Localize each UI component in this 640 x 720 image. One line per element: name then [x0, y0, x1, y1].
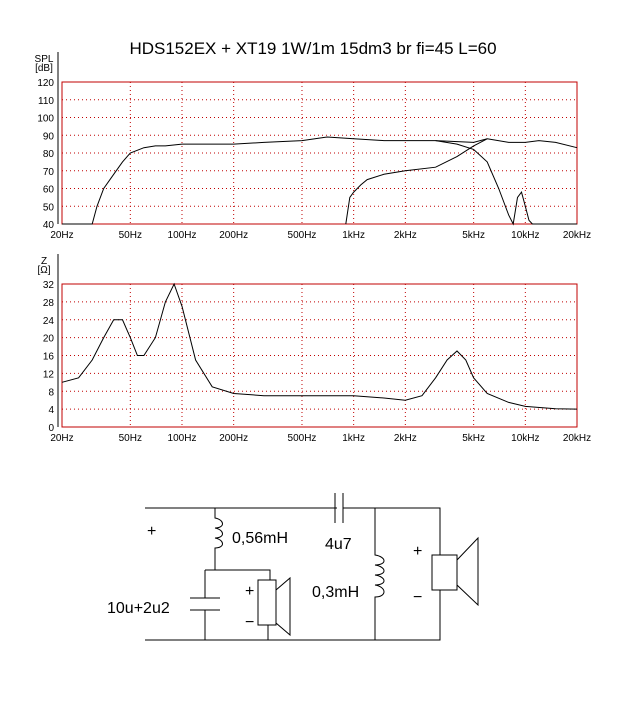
- curve: [435, 140, 577, 226]
- y-tick-label: 50: [43, 202, 55, 213]
- x-tick-label: 100Hz: [168, 433, 197, 444]
- y-tick-label: 40: [43, 220, 55, 231]
- chart-title: HDS152EX + XT19 1W/1m 15dm3 br fi=45 L=6…: [129, 39, 496, 58]
- curve: [61, 282, 578, 410]
- x-tick-label: 200Hz: [219, 433, 248, 444]
- x-tick-label: 20Hz: [50, 230, 73, 241]
- component-label: 0,56mH: [232, 530, 288, 547]
- y-tick-label: 0: [48, 423, 54, 434]
- curve: [345, 138, 488, 225]
- x-tick-label: 50Hz: [119, 230, 142, 241]
- x-tick-label: 20kHz: [563, 230, 591, 241]
- y-tick-label: 8: [48, 387, 54, 398]
- component-label: 0,3mH: [312, 584, 359, 601]
- x-tick-label: 10kHz: [511, 230, 539, 241]
- x-tick-label: 500Hz: [288, 230, 317, 241]
- x-tick-label: 2kHz: [394, 230, 417, 241]
- x-tick-label: 5kHz: [462, 433, 485, 444]
- component-label: +: [413, 543, 422, 560]
- x-tick-label: 20kHz: [563, 433, 591, 444]
- x-tick-label: 100Hz: [168, 230, 197, 241]
- component-label: 10u+2u2: [107, 600, 170, 617]
- x-tick-label: 5kHz: [462, 230, 485, 241]
- y-tick-label: 70: [43, 167, 55, 178]
- circuit: [145, 493, 479, 641]
- x-tick-label: 500Hz: [288, 433, 317, 444]
- component-label: −: [413, 589, 422, 606]
- y-tick-label: 32: [43, 280, 55, 291]
- curve: [62, 136, 578, 225]
- y-tick-label: 110: [38, 96, 54, 107]
- y-tick-label: 90: [43, 131, 55, 142]
- y-tick-label: 12: [43, 369, 55, 380]
- component-label: +: [245, 583, 254, 600]
- y-tick-label: 20: [43, 334, 55, 345]
- component-label: −: [245, 614, 254, 631]
- y-tick-label: 120: [37, 78, 54, 89]
- y-axis-label: SPL: [35, 54, 54, 65]
- x-tick-label: 1kHz: [342, 230, 365, 241]
- component-label: 4u7: [325, 536, 352, 553]
- y-tick-label: 24: [43, 316, 55, 327]
- component-label: +: [147, 523, 156, 540]
- x-tick-label: 10kHz: [511, 433, 539, 444]
- y-axis-label: Z: [41, 256, 47, 267]
- y-tick-label: 16: [43, 352, 55, 363]
- x-tick-label: 1kHz: [342, 433, 365, 444]
- y-tick-label: 80: [43, 149, 55, 160]
- y-tick-label: 28: [43, 298, 55, 309]
- plot-frame: [61, 81, 578, 225]
- y-tick-label: 100: [37, 114, 54, 125]
- x-tick-label: 200Hz: [219, 230, 248, 241]
- y-tick-label: 4: [48, 405, 54, 416]
- plot-frame: [61, 283, 578, 428]
- x-tick-label: 2kHz: [394, 433, 417, 444]
- x-tick-label: 50Hz: [119, 433, 142, 444]
- y-axis-unit: [Ω]: [37, 265, 50, 276]
- x-tick-label: 20Hz: [50, 433, 73, 444]
- y-axis-unit: [dB]: [35, 63, 53, 74]
- y-tick-label: 60: [43, 185, 55, 196]
